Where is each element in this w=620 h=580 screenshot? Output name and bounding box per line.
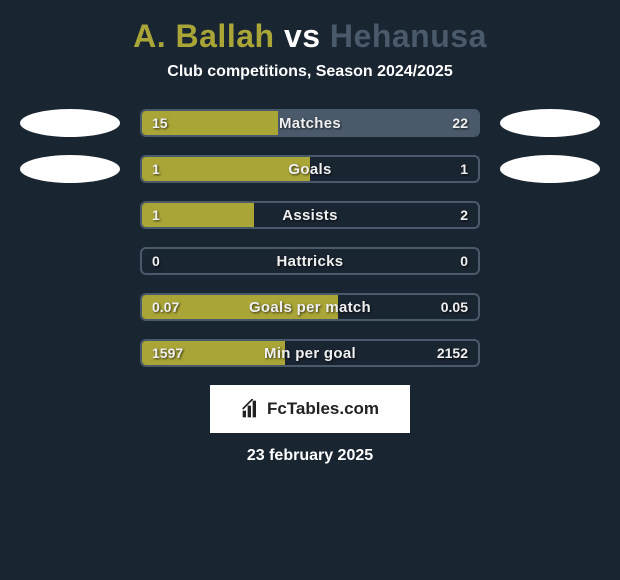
stat-label: Goals [142, 157, 478, 181]
stat-bar: Hattricks0 0 [140, 247, 480, 275]
stat-label: Hattricks [142, 249, 478, 273]
left-oval [20, 155, 120, 183]
stat-label: Goals per match [142, 295, 478, 319]
stat-row: Matches15 22 [0, 109, 620, 137]
right-oval [500, 109, 600, 137]
stat-value-left: 1597 [152, 341, 183, 365]
stat-value-right: 2 [460, 203, 468, 227]
stat-label: Matches [142, 111, 478, 135]
stat-row: Min per goal1597 2152 [0, 339, 620, 367]
stat-value-right: 0.05 [441, 295, 468, 319]
stat-bar: Min per goal1597 2152 [140, 339, 480, 367]
stat-bar: Goals1 1 [140, 155, 480, 183]
stat-value-right: 22 [452, 111, 468, 135]
left-oval [20, 109, 120, 137]
stat-value-left: 1 [152, 157, 160, 181]
stat-value-right: 1 [460, 157, 468, 181]
vs-separator: vs [284, 18, 321, 54]
stat-value-left: 1 [152, 203, 160, 227]
page-title: A. Ballah vs Hehanusa [0, 8, 620, 63]
player1-name: A. Ballah [133, 18, 274, 54]
stat-label: Min per goal [142, 341, 478, 365]
bar-chart-icon [241, 399, 261, 419]
stat-row: Goals per match0.07 0.05 [0, 293, 620, 321]
stat-bar: Goals per match0.07 0.05 [140, 293, 480, 321]
logo-box: FcTables.com [210, 385, 410, 433]
right-oval [500, 155, 600, 183]
subtitle: Club competitions, Season 2024/2025 [0, 63, 620, 109]
stat-bar: Matches15 22 [140, 109, 480, 137]
stat-value-left: 0.07 [152, 295, 179, 319]
date: 23 february 2025 [0, 447, 620, 465]
stat-label: Assists [142, 203, 478, 227]
logo-text: FcTables.com [267, 399, 379, 419]
stat-value-left: 15 [152, 111, 168, 135]
comparison-card: A. Ballah vs Hehanusa Club competitions,… [0, 0, 620, 465]
player2-name: Hehanusa [330, 18, 487, 54]
stat-value-left: 0 [152, 249, 160, 273]
stat-row: Goals1 1 [0, 155, 620, 183]
stat-value-right: 0 [460, 249, 468, 273]
stat-row: Assists1 2 [0, 201, 620, 229]
stat-value-right: 2152 [437, 341, 468, 365]
stat-bar: Assists1 2 [140, 201, 480, 229]
stats-rows: Matches1522Goals11Assists12Hattricks00Go… [0, 109, 620, 367]
stat-row: Hattricks0 0 [0, 247, 620, 275]
